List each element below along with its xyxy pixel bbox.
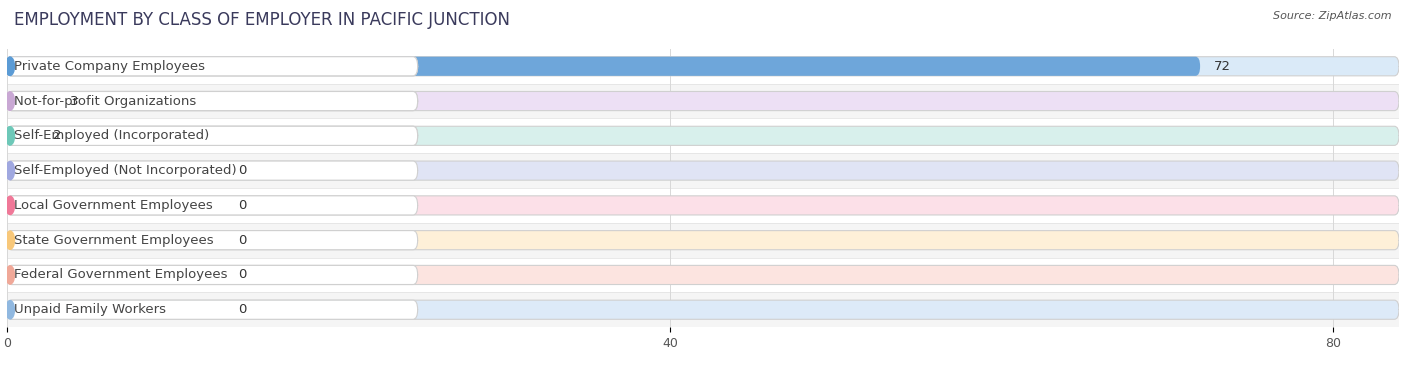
FancyBboxPatch shape [7, 57, 1201, 76]
FancyBboxPatch shape [7, 265, 1399, 285]
Circle shape [6, 266, 14, 284]
FancyBboxPatch shape [7, 91, 418, 111]
Text: 2: 2 [53, 129, 62, 143]
Text: Private Company Employees: Private Company Employees [14, 60, 205, 73]
FancyBboxPatch shape [7, 230, 418, 250]
Text: 3: 3 [70, 94, 79, 108]
Text: 72: 72 [1213, 60, 1230, 73]
FancyBboxPatch shape [7, 118, 1399, 153]
FancyBboxPatch shape [7, 265, 418, 285]
Circle shape [6, 231, 14, 249]
FancyBboxPatch shape [7, 91, 1399, 111]
Circle shape [6, 161, 14, 180]
Circle shape [6, 127, 14, 145]
Circle shape [6, 300, 14, 319]
Text: Not-for-profit Organizations: Not-for-profit Organizations [14, 94, 195, 108]
FancyBboxPatch shape [7, 293, 1399, 327]
FancyBboxPatch shape [7, 83, 1399, 118]
FancyBboxPatch shape [7, 91, 418, 111]
Text: 0: 0 [238, 303, 246, 316]
FancyBboxPatch shape [7, 223, 1399, 258]
Text: State Government Employees: State Government Employees [14, 233, 214, 247]
Text: Local Government Employees: Local Government Employees [14, 199, 212, 212]
FancyBboxPatch shape [7, 57, 418, 76]
Circle shape [6, 57, 14, 76]
Text: 0: 0 [238, 233, 246, 247]
FancyBboxPatch shape [7, 300, 418, 319]
Text: 0: 0 [238, 164, 246, 177]
FancyBboxPatch shape [7, 126, 41, 146]
FancyBboxPatch shape [7, 57, 418, 76]
FancyBboxPatch shape [7, 49, 1399, 83]
Text: Federal Government Employees: Federal Government Employees [14, 268, 228, 282]
FancyBboxPatch shape [7, 300, 1399, 319]
FancyBboxPatch shape [7, 196, 418, 215]
Circle shape [6, 57, 14, 76]
FancyBboxPatch shape [7, 230, 1399, 250]
FancyBboxPatch shape [7, 161, 418, 180]
Text: 0: 0 [238, 268, 246, 282]
Circle shape [6, 92, 14, 110]
FancyBboxPatch shape [7, 258, 1399, 293]
Text: Source: ZipAtlas.com: Source: ZipAtlas.com [1274, 11, 1392, 21]
Circle shape [6, 127, 14, 145]
FancyBboxPatch shape [7, 91, 56, 111]
Text: Self-Employed (Incorporated): Self-Employed (Incorporated) [14, 129, 209, 143]
Text: Self-Employed (Not Incorporated): Self-Employed (Not Incorporated) [14, 164, 236, 177]
FancyBboxPatch shape [7, 196, 1399, 215]
FancyBboxPatch shape [7, 153, 1399, 188]
FancyBboxPatch shape [7, 188, 1399, 223]
Circle shape [6, 196, 14, 215]
FancyBboxPatch shape [7, 126, 418, 146]
FancyBboxPatch shape [7, 126, 1399, 146]
Text: Unpaid Family Workers: Unpaid Family Workers [14, 303, 166, 316]
Text: EMPLOYMENT BY CLASS OF EMPLOYER IN PACIFIC JUNCTION: EMPLOYMENT BY CLASS OF EMPLOYER IN PACIF… [14, 11, 510, 29]
FancyBboxPatch shape [7, 126, 418, 146]
FancyBboxPatch shape [7, 161, 1399, 180]
Text: 0: 0 [238, 199, 246, 212]
FancyBboxPatch shape [7, 57, 1399, 76]
Circle shape [6, 92, 14, 110]
